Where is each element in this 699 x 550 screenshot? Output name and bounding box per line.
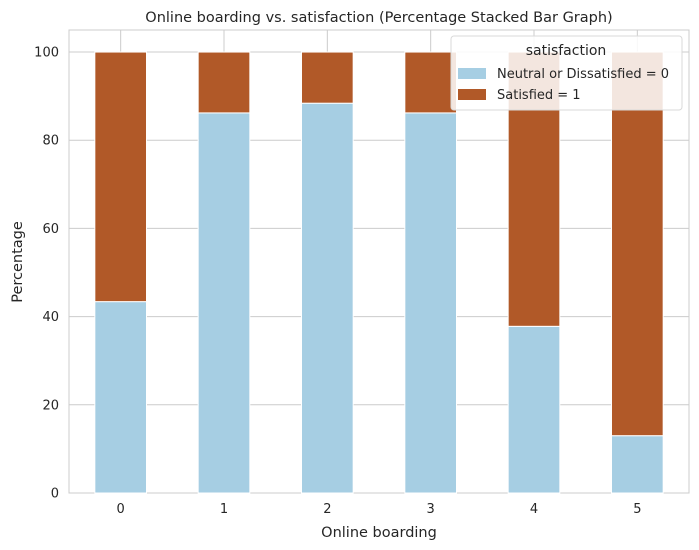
bar-segment-neutral-or-dissatisfied-0	[94, 301, 148, 494]
legend-title: satisfaction	[526, 43, 607, 59]
bar-segment-satisfied-3	[404, 51, 458, 114]
legend-entry-label: Satisfied = 1	[497, 88, 581, 103]
x-tick-label: 0	[117, 502, 125, 517]
legend: satisfaction Neutral or Dissatisfied = 0…	[450, 35, 683, 111]
x-tick-label: 5	[633, 502, 641, 517]
y-tick-label: 60	[42, 222, 59, 237]
y-tick-label: 40	[42, 310, 59, 325]
x-tick-label: 1	[220, 502, 228, 517]
bar-segment-neutral-or-dissatisfied-2	[301, 102, 354, 494]
bar-segment-neutral-or-dissatisfied-4	[507, 325, 561, 494]
y-tick-label: 0	[51, 487, 59, 502]
y-tick-label: 80	[42, 134, 59, 149]
bar-segment-satisfied-2	[301, 51, 354, 104]
x-tick-label: 2	[323, 502, 331, 517]
y-tick-label: 20	[42, 398, 59, 413]
x-tick-labels: 0 1 2 3 4 5	[117, 502, 642, 517]
x-tick-label: 4	[530, 502, 538, 517]
bars	[94, 51, 664, 494]
x-axis-label: Online boarding	[321, 525, 437, 541]
legend-items: Neutral or Dissatisfied = 0 Satisfied = 1	[458, 67, 669, 103]
bar-segment-neutral-or-dissatisfied-3	[404, 112, 458, 494]
legend-entry-label: Neutral or Dissatisfied = 0	[497, 67, 669, 82]
bar-segment-satisfied-0	[94, 51, 148, 303]
bar-segment-neutral-or-dissatisfied-1	[197, 112, 251, 494]
chart-title: Online boarding vs. satisfaction (Percen…	[145, 10, 612, 26]
y-tick-label: 100	[34, 46, 59, 61]
legend-swatch	[458, 89, 486, 100]
bar-segment-satisfied-5	[611, 51, 664, 437]
bar-segment-neutral-or-dissatisfied-5	[611, 435, 664, 494]
y-tick-labels: 0 20 40 60 80 100	[34, 46, 59, 502]
bar-segment-satisfied-1	[197, 51, 251, 114]
y-axis-label: Percentage	[10, 221, 26, 303]
legend-swatch	[458, 68, 486, 79]
legend-box	[450, 35, 683, 111]
x-tick-label: 3	[427, 502, 435, 517]
